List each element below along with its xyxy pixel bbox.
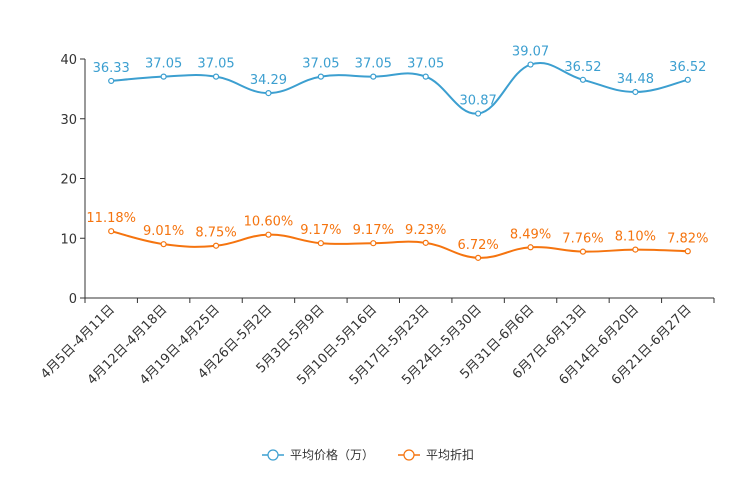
legend-label: 平均价格（万） [290,447,374,462]
data-point [527,61,534,68]
data-label: 7.82% [667,231,708,246]
y-axis-ticks: 0 10 20 30 40 [60,53,85,307]
y-tick-label: 30 [60,113,77,128]
y-tick-label: 0 [69,292,77,307]
data-point [212,242,220,249]
series-average-price: 36.33 37.05 37.05 34.29 37.05 37.05 37.05 30.87… [93,45,706,117]
legend: 平均价格（万） 平均折扣 [262,447,474,462]
axes [84,59,714,299]
data-point [370,73,377,80]
y-tick-label: 40 [60,53,77,68]
data-point [475,254,482,261]
data-point [160,241,167,248]
series-average-discount: 11.18% 9.01% 8.75% 10.60% 9.17% 9.17% 9.23% 6.7… [86,211,708,261]
series-line [110,230,688,259]
legend-item-average-discount: 平均折扣 [398,447,474,462]
data-label: 10.60% [244,215,294,230]
legend-item-average-price: 平均价格（万） [262,447,374,462]
data-label: 9.17% [353,223,394,238]
data-point [632,88,639,96]
legend-marker-icon [267,449,279,461]
data-label: 36.52 [564,60,601,75]
data-point [212,73,220,80]
data-label: 9.23% [405,223,446,238]
data-point [108,77,115,85]
data-point [527,244,534,251]
data-label: 36.52 [669,60,706,75]
x-axis-ticks: 4月5日-4月11日4月12日-4月18日4月19日-4月25日4月26日-5月… [38,298,715,388]
data-point [632,246,639,253]
data-point [684,76,691,83]
y-tick-label: 20 [60,173,77,188]
data-label: 11.18% [86,211,136,226]
series-layer: 36.33 37.05 37.05 34.29 37.05 37.05 37.05 30.87… [86,45,708,261]
data-label: 37.05 [407,57,444,72]
legend-marker-icon [403,449,415,461]
data-point [422,73,429,80]
data-label: 7.76% [562,232,603,247]
data-label: 34.48 [617,72,654,87]
data-point [160,73,167,80]
data-label: 39.07 [512,45,549,60]
data-point [265,90,272,97]
data-point [684,248,691,255]
data-point [108,228,115,235]
data-point [579,76,587,83]
data-label: 36.33 [93,61,130,76]
data-label: 9.17% [300,223,341,238]
data-point [475,110,482,117]
data-label: 34.29 [250,73,287,88]
data-point [579,248,587,255]
data-label: 8.75% [195,226,236,241]
data-label: 37.05 [145,57,182,72]
data-point [317,240,324,247]
data-label: 37.05 [197,57,234,72]
data-label: 37.05 [355,57,392,72]
data-label: 6.72% [457,238,498,253]
legend-label: 平均折扣 [426,447,474,462]
data-point [422,239,429,246]
data-label: 30.87 [460,94,497,109]
data-point [370,240,377,247]
data-label: 37.05 [302,57,339,72]
data-label: 9.01% [143,224,184,239]
data-label: 8.49% [510,227,551,242]
data-label: 8.10% [615,230,656,245]
y-tick-label: 10 [60,232,77,247]
data-point [265,231,272,238]
data-point [317,73,324,80]
